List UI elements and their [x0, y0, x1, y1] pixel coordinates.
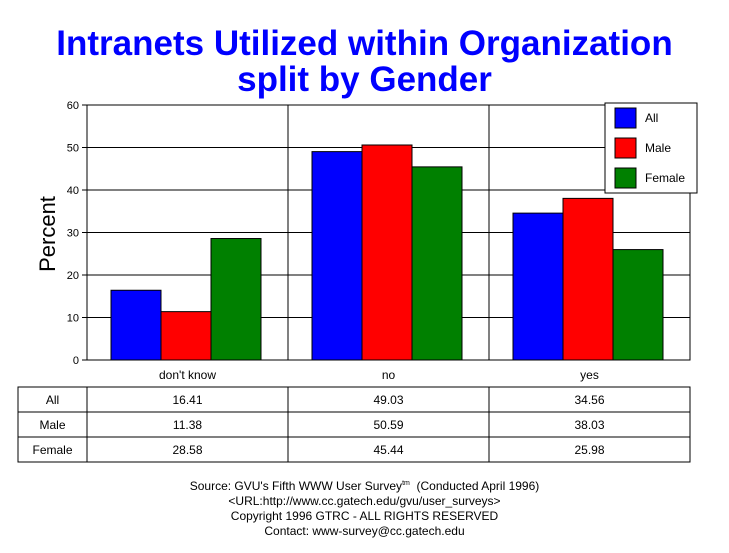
legend-swatch-all: [614, 107, 637, 129]
y-tick-label: 30: [67, 228, 79, 240]
url-line: <URL:http://www.cc.gatech.edu/gvu/user_s…: [228, 494, 501, 508]
bar-male: [160, 311, 212, 361]
chart-title-line-1: Intranets Utilized within Organization: [56, 24, 673, 63]
table-cell: 11.38: [173, 418, 202, 432]
table-cell: 34.56: [574, 393, 604, 407]
x-tick-label: no: [382, 368, 396, 382]
bar-male: [361, 144, 413, 361]
table-cell: 49.03: [373, 393, 403, 407]
x-tick-label: yes: [580, 368, 599, 382]
copyright-line: Copyright 1996 GTRC - ALL RIGHTS RESERVE…: [230, 509, 499, 523]
table-cell: 28.58: [172, 443, 202, 457]
x-tick-label: don't know: [159, 368, 216, 382]
data-table: All 16.41 49.03 34.56 Male 11.38 50.59 38.03 Fem…: [17, 386, 691, 463]
bar-female: [612, 249, 664, 361]
trademark-sup: tm: [402, 480, 410, 487]
table-row-label: All: [46, 393, 59, 407]
legend-swatch-male: [614, 137, 637, 159]
table-cell: 50.59: [373, 418, 403, 432]
table-cell: 25.98: [574, 443, 604, 457]
y-tick-label: 10: [67, 313, 79, 325]
source-footer: Source: GVU's Fifth WWW User Surveytm (C…: [0, 476, 729, 539]
axes: 0 10 20 30 40 50 60 don't know no yes: [67, 100, 691, 382]
legend-label-male: Male: [645, 141, 671, 155]
contact-line: Contact: www-survey@cc.gatech.edu: [264, 524, 465, 538]
table-cell: 45.44: [373, 443, 403, 457]
source-line: Source: GVU's Fifth WWW User Surveytm (C…: [0, 476, 729, 494]
table-row-label: Male: [39, 418, 65, 432]
bars: [110, 144, 664, 361]
table-cell: 38.03: [574, 418, 604, 432]
bar-female: [210, 238, 262, 361]
y-tick-label: 50: [67, 143, 79, 155]
plot-frame: [86, 104, 691, 361]
source-text: Source: GVU's Fifth WWW User Survey: [189, 479, 403, 493]
y-tick-label: 20: [67, 270, 79, 282]
legend-label-all: All: [645, 111, 658, 125]
bar-all: [110, 289, 162, 361]
y-tick-label: 40: [67, 185, 79, 197]
bar-all: [512, 212, 564, 361]
conducted-text: (Conducted April 1996): [409, 479, 540, 493]
bar-all: [311, 151, 363, 361]
legend-swatch-female: [614, 167, 637, 189]
bar-female: [411, 166, 463, 361]
table-cell: 16.41: [172, 393, 202, 407]
chart-title-line-2: split by Gender: [237, 60, 492, 99]
table-row-label: Female: [32, 443, 72, 457]
legend-label-female: Female: [645, 171, 685, 185]
y-axis-label: Percent: [35, 196, 60, 272]
bar-male: [562, 197, 614, 361]
y-tick-label: 60: [67, 100, 79, 112]
y-tick-label: 0: [73, 355, 79, 367]
legend: All Male Female: [604, 102, 698, 194]
